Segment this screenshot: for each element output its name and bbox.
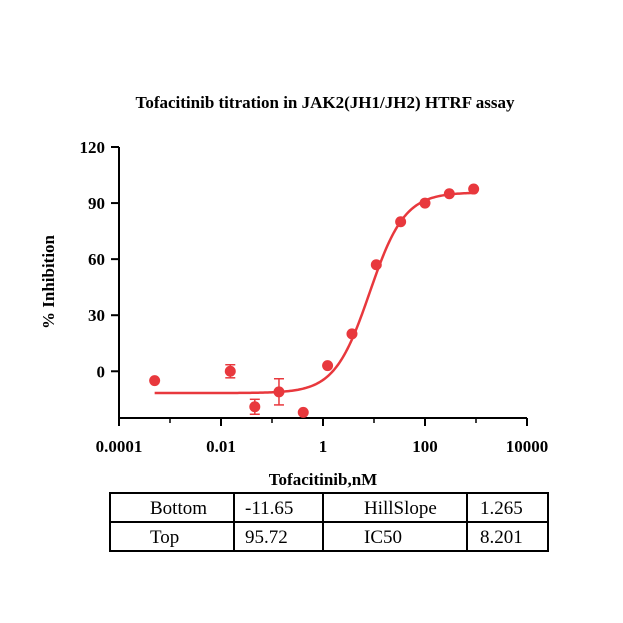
chart-title: Tofacitinib titration in JAK2(JH1/JH2) H… <box>136 93 515 112</box>
y-ticks: 0 30 60 90 120 <box>80 138 119 381</box>
y-tick-label: 0 <box>97 362 106 381</box>
data-point <box>322 360 334 372</box>
table-cell-top-label: Top <box>150 527 179 548</box>
x-tick-label: 10000 <box>506 437 549 456</box>
table-cell-ic50-value: 8.201 <box>480 527 523 548</box>
fit-curve <box>154 191 474 395</box>
y-axis-title: % Inhibition <box>39 234 58 329</box>
y-tick-label: 120 <box>80 138 106 157</box>
data-point <box>443 188 455 200</box>
data-points <box>149 183 480 418</box>
data-point <box>149 375 161 387</box>
x-tick-label: 1 <box>319 437 328 456</box>
data-point <box>468 183 480 195</box>
data-point <box>249 401 261 413</box>
y-tick-label: 90 <box>88 194 105 213</box>
y-tick-label: 60 <box>88 250 105 269</box>
x-tick-label: 100 <box>412 437 438 456</box>
table-cell-bottom-value: -11.65 <box>245 498 293 519</box>
fit-parameter-table: Bottom -11.65 HillSlope 1.265 Top 95.72 … <box>109 492 549 552</box>
data-point <box>370 259 382 271</box>
table-cell-ic50-label: IC50 <box>364 527 402 548</box>
table-cell-hillslope-label: HillSlope <box>364 498 437 519</box>
data-point <box>273 386 285 398</box>
table-cell-bottom-label: Bottom <box>150 498 207 519</box>
x-axis-title: Tofacitinib,nM <box>269 470 377 489</box>
y-tick-label: 30 <box>88 306 105 325</box>
data-point <box>346 328 358 340</box>
table-cell-top-value: 95.72 <box>245 527 288 548</box>
axes <box>118 147 527 419</box>
data-point <box>297 406 309 418</box>
data-point <box>224 365 236 377</box>
x-ticks: 0.0001 0.01 1 100 10000 <box>96 418 549 456</box>
table-cell-hillslope-value: 1.265 <box>480 498 523 519</box>
x-tick-label: 0.0001 <box>96 437 143 456</box>
data-point <box>395 216 407 228</box>
data-point <box>419 197 431 209</box>
x-tick-label: 0.01 <box>206 437 236 456</box>
